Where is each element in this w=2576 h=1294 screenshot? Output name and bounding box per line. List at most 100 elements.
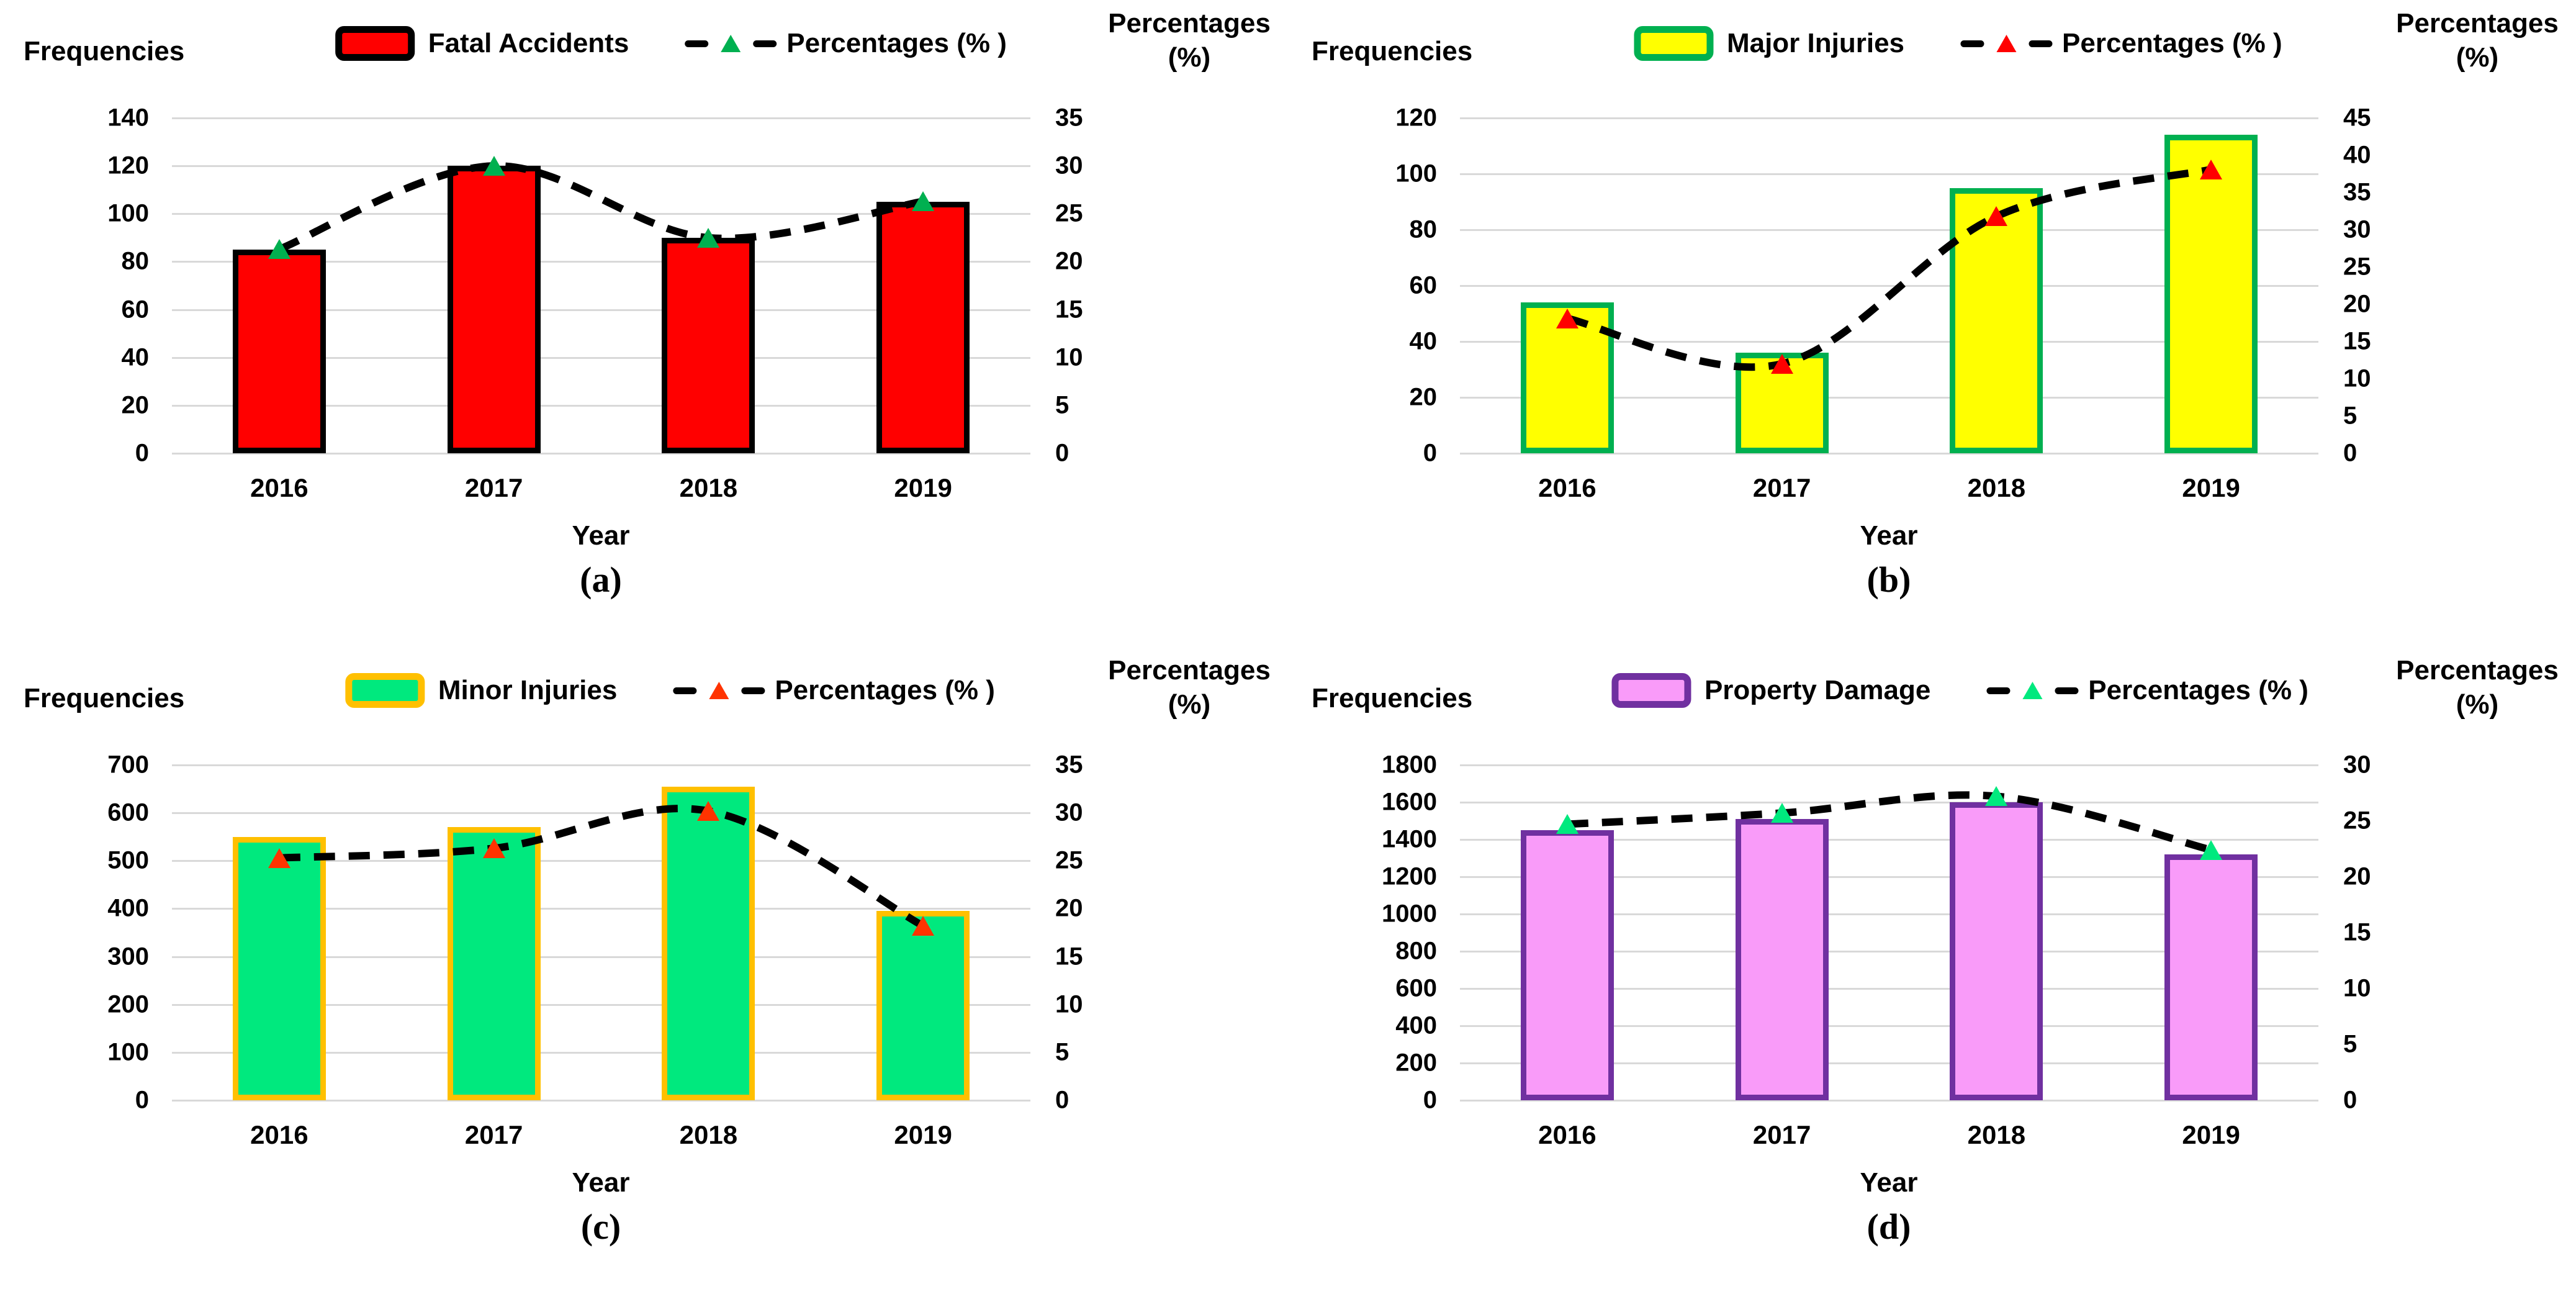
panel-d: Frequencies Property Damage Percentages (%… <box>1288 647 2576 1294</box>
percentages-dashed-line <box>1566 165 2212 371</box>
x-tick-2017: 2017 <box>1752 473 1811 502</box>
left-axis-tick: 140 <box>107 104 149 132</box>
right-axis-tick: 5 <box>1055 1038 1070 1066</box>
triangle-marker-2019 <box>2200 159 2223 179</box>
bar-swatch-icon <box>345 673 425 708</box>
gridline <box>172 165 1030 168</box>
right-axis-tick: 25 <box>2343 807 2371 835</box>
dash-icon <box>2029 40 2053 47</box>
right-axis-title: Percentages (%) <box>1093 6 1286 75</box>
dash-icon <box>753 40 777 47</box>
left-axis-title: Frequencies <box>1312 36 1473 66</box>
triangle-marker-2019 <box>2200 839 2223 860</box>
triangle-marker-2016 <box>268 239 290 260</box>
left-axis-tick: 40 <box>121 343 150 371</box>
right-axis-title-line2: (%) <box>2456 42 2499 73</box>
left-axis-tick: 500 <box>107 846 149 874</box>
dash-icon <box>1960 40 1984 47</box>
gridline <box>1460 951 2318 952</box>
gridline <box>172 908 1030 910</box>
left-axis-title: Frequencies <box>24 683 185 713</box>
legend-bar-label: Fatal Accidents <box>428 28 629 58</box>
dash-icon <box>673 687 697 694</box>
right-axis-tick: 10 <box>1055 990 1083 1018</box>
left-axis-tick: 80 <box>1409 215 1438 243</box>
plot-area <box>172 117 1030 455</box>
right-axis-tick: 10 <box>2343 364 2371 392</box>
left-axis-tick: 0 <box>135 439 149 467</box>
left-axis-tick: 1400 <box>1382 825 1437 853</box>
gridline <box>172 404 1030 407</box>
right-axis-tick: 5 <box>2343 1030 2358 1058</box>
left-axis-tick: 40 <box>1409 327 1438 355</box>
dashed-line-path <box>1566 165 2212 371</box>
gridline <box>172 309 1030 311</box>
dashed-line-path <box>279 805 925 930</box>
gridline <box>1460 988 2318 990</box>
right-axis-title-line2: (%) <box>2456 689 2499 720</box>
x-tick-2019: 2019 <box>2182 1120 2240 1149</box>
left-axis-tick: 800 <box>1395 937 1437 965</box>
left-axis-tick: 80 <box>121 247 150 275</box>
right-axis-title-line1: Percentages <box>1108 655 1271 685</box>
gridline <box>172 1051 1030 1054</box>
triangle-marker-2019 <box>912 191 935 212</box>
right-axis-tick: 5 <box>1055 391 1070 419</box>
triangle-marker-2018 <box>697 801 720 821</box>
bar-2019 <box>2164 854 2258 1100</box>
right-axis-tick: 25 <box>1055 846 1083 874</box>
bar-2018 <box>662 237 755 453</box>
left-axis-tick: 400 <box>1395 1011 1437 1039</box>
triangle-marker-icon <box>709 682 729 699</box>
x-axis-title: Year <box>1860 520 1918 551</box>
panel-caption: (a) <box>580 559 622 600</box>
gridline <box>172 356 1030 359</box>
left-axis-tick: 200 <box>107 990 149 1018</box>
gridline <box>172 261 1030 263</box>
triangle-marker-2018 <box>1985 786 2008 807</box>
right-axis-tick: 0 <box>1055 1086 1070 1114</box>
gridline <box>172 956 1030 958</box>
right-axis-title-line2: (%) <box>1168 689 1211 720</box>
gridline <box>1460 1062 2318 1064</box>
right-axis-tick: 0 <box>2343 1086 2358 1114</box>
triangle-marker-2016 <box>1556 308 1578 328</box>
bar-2019 <box>876 911 970 1100</box>
legend: Minor Injuries Percentages (% ) <box>345 673 995 708</box>
x-tick-2017: 2017 <box>464 473 523 502</box>
gridline <box>172 117 1030 119</box>
right-axis-tick: 15 <box>1055 943 1083 970</box>
right-axis-tick: 15 <box>2343 918 2371 946</box>
right-axis-title: Percentages (%) <box>2381 653 2574 722</box>
left-axis-tick: 60 <box>121 296 150 324</box>
gridline <box>1460 1025 2318 1027</box>
triangle-marker-2017 <box>482 156 505 176</box>
right-axis-title: Percentages (%) <box>2381 6 2574 75</box>
right-axis-title-line2: (%) <box>1168 42 1211 73</box>
panel-caption: (b) <box>1867 559 1911 600</box>
right-axis-tick: 5 <box>2343 402 2358 430</box>
left-axis-tick: 100 <box>107 1038 149 1066</box>
triangle-marker-2019 <box>912 916 935 936</box>
left-axis-tick: 200 <box>1395 1049 1437 1077</box>
gridline <box>1460 173 2318 175</box>
dash-icon <box>741 687 765 694</box>
triangle-marker-2016 <box>1556 814 1578 835</box>
legend-line-label: Percentages (% ) <box>2088 675 2308 705</box>
bar-2017 <box>447 166 541 453</box>
x-tick-2016: 2016 <box>1538 473 1596 502</box>
right-axis-title-line1: Percentages <box>1108 8 1271 38</box>
x-tick-2019: 2019 <box>894 1120 952 1149</box>
left-axis-tick: 700 <box>107 751 149 779</box>
bar-2016 <box>232 836 326 1100</box>
left-axis-tick: 100 <box>107 199 149 227</box>
legend-line-label: Percentages (% ) <box>775 675 995 705</box>
panel-b: Frequencies Major Injuries Percentages (% … <box>1288 0 2576 647</box>
left-axis-title: Frequencies <box>24 36 185 66</box>
legend-bar-label: Property Damage <box>1704 675 1931 705</box>
right-axis-tick: 20 <box>2343 862 2371 890</box>
percentages-dashed-line <box>277 162 924 253</box>
gridline <box>1460 397 2318 399</box>
legend-line-label: Percentages (% ) <box>2062 28 2282 58</box>
percentages-dashed-line <box>1567 791 2212 854</box>
